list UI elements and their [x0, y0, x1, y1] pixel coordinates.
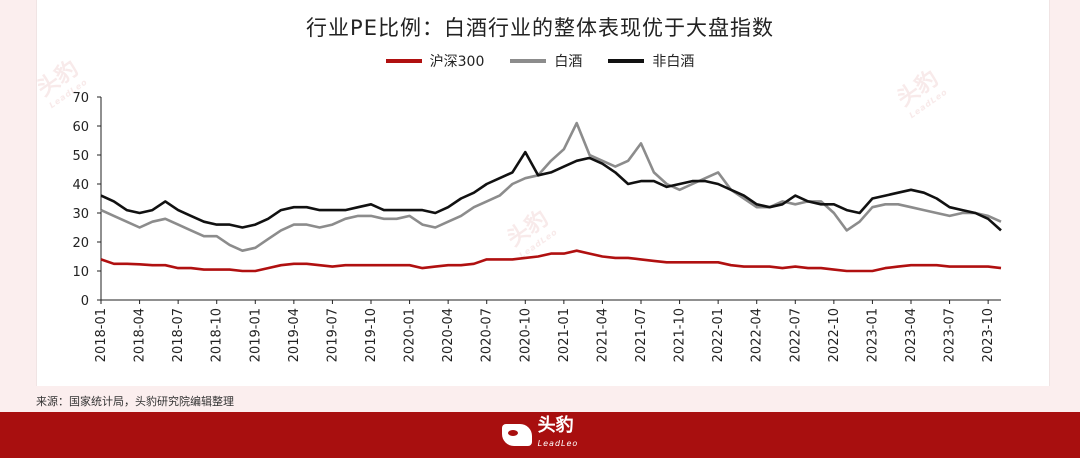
- x-tick-label: 2023-01: [865, 308, 880, 362]
- y-tick-label: 50: [72, 149, 89, 164]
- x-tick-label: 2019-04: [287, 308, 302, 362]
- x-tick-label: 2021-07: [634, 308, 649, 362]
- legend-label-non-baijiu: 非白酒: [652, 54, 695, 70]
- x-tick-label: 2023-04: [904, 308, 919, 362]
- legend-item-baijiu: 白酒: [510, 51, 582, 71]
- x-tick-label: 2018-07: [171, 308, 186, 362]
- x-tick-label: 2023-07: [943, 308, 958, 362]
- y-tick-label: 70: [72, 91, 89, 106]
- legend-item-hs300: 沪深300: [385, 51, 485, 71]
- x-tick-label: 2019-07: [325, 308, 340, 362]
- y-tick-label: 30: [72, 207, 89, 222]
- x-tick-label: 2018-01: [94, 308, 109, 362]
- x-tick-label: 2019-01: [248, 308, 263, 362]
- footer-brand: 头豹 LeadLeo: [537, 415, 579, 449]
- x-tick-label: 2021-10: [673, 308, 688, 362]
- x-tick-label: 2018-10: [210, 308, 225, 362]
- line-chart: 0 10 20 30 40 50 60 70 2018-01 2018-04 2018-07 2018…: [72, 91, 1002, 362]
- source-note: 来源：国家统计局，头豹研究院编辑整理: [36, 395, 234, 408]
- x-tick-label: 2022-10: [827, 308, 842, 362]
- chart-card: 头豹 LeadLeo 头豹 LeadLeo 头豹 LeadLeo: [33, 0, 1050, 386]
- x-tick-label: 2020-01: [403, 308, 418, 362]
- y-tick-label: 0: [81, 294, 89, 309]
- chart-legend: 沪深300 白酒 非白酒: [0, 51, 1080, 71]
- leadleo-logo-icon: [501, 424, 532, 446]
- x-tick-label: 2020-04: [441, 308, 456, 362]
- legend-swatch-baijiu: [510, 59, 547, 63]
- x-tick-label: 2020-10: [518, 308, 533, 362]
- x-tick-label: 2022-07: [788, 308, 803, 362]
- x-tick-label: 2020-07: [480, 308, 495, 362]
- legend-swatch-hs300: [385, 59, 422, 63]
- y-tick-label: 40: [72, 178, 89, 193]
- x-tick-label: 2022-04: [750, 308, 765, 362]
- footer-bar: 头豹 LeadLeo: [0, 412, 1080, 458]
- series-line-non-baijiu: [100, 150, 1002, 232]
- legend-label-baijiu: 白酒: [554, 54, 583, 70]
- x-tick-label: 2022-01: [711, 308, 726, 362]
- x-tick-label: 2019-10: [364, 308, 379, 362]
- x-tick-label: 2021-01: [557, 308, 572, 362]
- legend-label-hs300: 沪深300: [429, 54, 485, 70]
- series-line-hs300: [100, 249, 1002, 273]
- chart-title: 行业PE比例：白酒行业的整体表现优于大盘指数: [306, 16, 774, 40]
- legend-swatch-non-baijiu: [608, 59, 645, 63]
- y-tick-label: 20: [72, 236, 89, 251]
- x-tick-label: 2018-04: [133, 308, 148, 362]
- y-tick-label: 60: [72, 120, 89, 135]
- x-tick-label: 2023-10: [981, 308, 996, 362]
- x-tick-label: 2021-04: [595, 308, 610, 362]
- series-line-baijiu: [100, 121, 1002, 252]
- y-tick-label: 10: [72, 265, 89, 280]
- legend-item-non-baijiu: 非白酒: [608, 51, 694, 71]
